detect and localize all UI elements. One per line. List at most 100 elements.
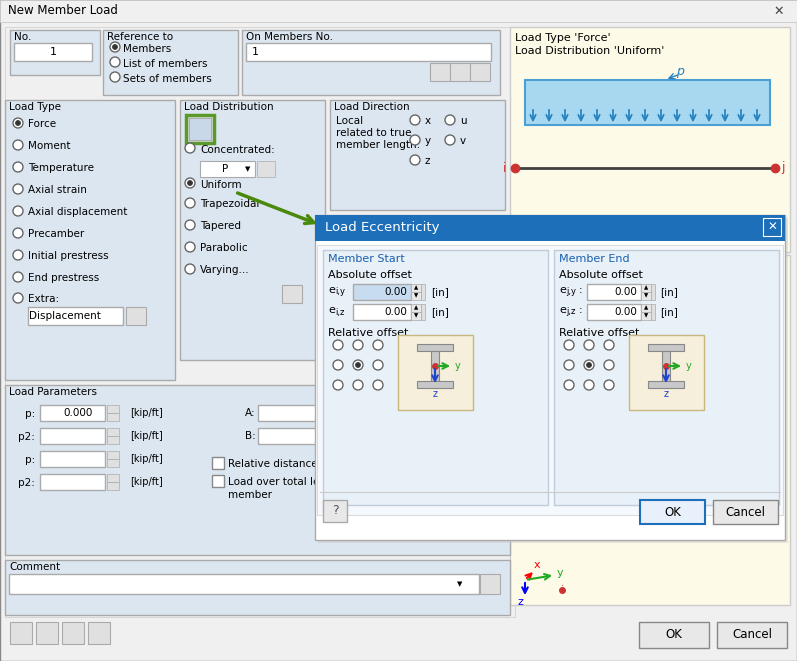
Circle shape (587, 362, 591, 368)
Text: p2:: p2: (18, 478, 35, 488)
Text: Load Parameters: Load Parameters (9, 387, 97, 397)
Bar (353, 284, 411, 300)
Text: ▼: ▼ (457, 581, 463, 587)
Bar (510, 27, 790, 252)
Text: Concentrated:: Concentrated: (200, 145, 275, 155)
Text: Tapered: Tapered (200, 221, 241, 231)
Text: Cancel: Cancel (725, 506, 765, 518)
Text: j,z: j,z (566, 307, 575, 317)
Text: [kip/ft]: [kip/ft] (130, 408, 163, 418)
Text: i,y: i,y (335, 288, 345, 297)
Text: Reference to: Reference to (107, 32, 173, 42)
Circle shape (13, 118, 23, 128)
Circle shape (185, 143, 195, 153)
Polygon shape (560, 360, 765, 467)
Circle shape (564, 380, 574, 390)
Text: OK: OK (664, 506, 681, 518)
Bar (651, 304, 655, 320)
Text: :: : (579, 305, 583, 315)
Text: Varying...: Varying... (200, 265, 249, 275)
Text: [kip/ft]: [kip/ft] (130, 431, 163, 441)
Bar (10, 30, 100, 75)
Bar (641, 292, 651, 300)
Text: Comment: Comment (9, 562, 60, 572)
Text: [in]: [in] (431, 287, 449, 297)
Circle shape (185, 220, 195, 230)
Bar (421, 304, 425, 320)
Bar (107, 451, 119, 459)
Text: e: e (559, 285, 566, 295)
Circle shape (112, 44, 117, 50)
Bar (431, 351, 439, 381)
Text: A:: A: (245, 408, 256, 418)
Bar (180, 100, 325, 360)
Bar (107, 405, 119, 413)
Text: Member Start: Member Start (328, 254, 405, 264)
Bar (318, 218, 788, 543)
Bar (107, 482, 119, 490)
Polygon shape (560, 380, 765, 493)
Circle shape (13, 250, 23, 260)
Bar (317, 245, 783, 515)
Bar (5, 385, 510, 555)
Circle shape (13, 206, 23, 216)
Bar (641, 304, 651, 312)
Bar (411, 292, 421, 300)
Text: j: j (759, 387, 762, 397)
Text: Displacement: Displacement (29, 311, 101, 321)
Bar (398, 335, 473, 410)
Text: ▼: ▼ (644, 293, 648, 299)
Bar (282, 285, 302, 303)
Bar (189, 118, 211, 140)
Text: 1: 1 (49, 47, 57, 57)
Text: y: y (686, 361, 692, 371)
Circle shape (373, 360, 383, 370)
Circle shape (110, 42, 120, 52)
Bar (430, 63, 450, 81)
Text: ▼: ▼ (245, 166, 251, 172)
Bar (258, 405, 348, 421)
Text: Load Type 'Force': Load Type 'Force' (515, 33, 611, 43)
Circle shape (373, 380, 383, 390)
Text: Local: Local (336, 116, 363, 126)
Bar (315, 215, 785, 241)
Bar (330, 100, 505, 210)
Bar (9, 574, 479, 594)
Text: Uniform: Uniform (200, 180, 241, 190)
Text: OK: OK (665, 629, 682, 641)
Circle shape (333, 380, 343, 390)
Bar (639, 622, 709, 648)
Circle shape (584, 340, 594, 350)
Circle shape (185, 198, 195, 208)
Bar (40, 428, 105, 444)
Text: 0.00: 0.00 (614, 307, 637, 317)
Bar (651, 284, 655, 300)
Bar (0, 0, 797, 22)
Bar (510, 255, 790, 605)
Text: ▼: ▼ (414, 293, 418, 299)
Text: i,z: i,z (335, 307, 344, 317)
Circle shape (410, 155, 420, 165)
Text: Absolute offset: Absolute offset (328, 270, 412, 280)
Bar (641, 312, 651, 320)
Bar (107, 428, 119, 436)
Bar (257, 161, 275, 177)
Text: Force: Force (28, 119, 56, 129)
Circle shape (333, 360, 343, 370)
Text: ▲: ▲ (414, 286, 418, 290)
Text: List of members: List of members (123, 59, 207, 69)
Text: :: : (579, 285, 583, 295)
Circle shape (13, 293, 23, 303)
Text: End prestress: End prestress (28, 273, 100, 283)
Text: y: y (556, 568, 563, 578)
Circle shape (110, 72, 120, 82)
Bar (258, 428, 348, 444)
Bar (28, 307, 123, 325)
Bar (36, 622, 58, 644)
Text: i: i (561, 585, 564, 595)
Text: ▲: ▲ (644, 286, 648, 290)
Text: 0.00: 0.00 (614, 287, 637, 297)
Circle shape (353, 380, 363, 390)
Text: x: x (534, 560, 540, 570)
Text: [in]: [in] (431, 307, 449, 317)
